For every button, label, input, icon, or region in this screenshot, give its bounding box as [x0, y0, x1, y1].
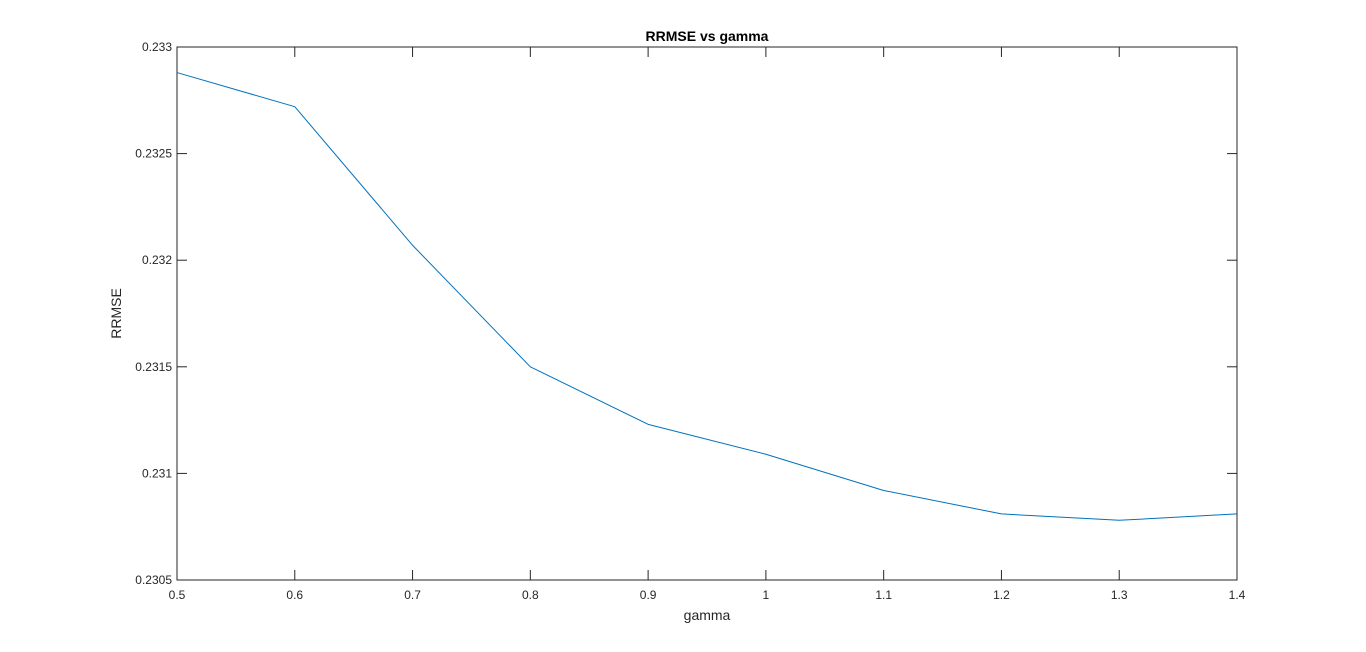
x-tick-label: 0.6 — [286, 588, 303, 602]
plot-area: 0.5 0.6 0.7 0.8 0.9 1 1.1 1.2 1.3 1.4 0.2305 0.231… — [135, 40, 1245, 602]
x-tick-label: 1.3 — [1111, 588, 1128, 602]
y-tick-label: 0.2305 — [135, 573, 172, 587]
y-tick-label: 0.2315 — [135, 360, 172, 374]
data-point — [176, 72, 178, 74]
x-axis-ticks: 0.5 0.6 0.7 0.8 0.9 1 1.1 1.2 1.3 1.4 — [169, 47, 1246, 602]
data-point — [412, 244, 414, 246]
x-tick-label: 1.1 — [875, 588, 892, 602]
data-point — [294, 106, 296, 108]
x-tick-label: 0.5 — [169, 588, 186, 602]
y-tick-label: 0.232 — [142, 253, 172, 267]
y-tick-label: 0.2325 — [135, 147, 172, 161]
chart-title: RRMSE vs gamma — [646, 28, 769, 44]
x-tick-label: 1.4 — [1229, 588, 1246, 602]
series-group — [176, 72, 1238, 521]
x-tick-label: 1.2 — [993, 588, 1010, 602]
x-axis-label: gamma — [684, 607, 731, 623]
x-tick-label: 0.7 — [404, 588, 421, 602]
y-tick-label: 0.231 — [142, 466, 172, 480]
x-tick-label: 0.9 — [640, 588, 657, 602]
data-point — [1236, 513, 1238, 515]
data-point — [647, 424, 649, 426]
y-tick-label: 0.233 — [142, 40, 172, 54]
axes-box — [176, 46, 1238, 581]
y-axis-ticks: 0.2305 0.231 0.2315 0.232 0.2325 0.233 — [135, 40, 1237, 587]
data-point — [530, 366, 532, 368]
x-tick-label: 0.8 — [522, 588, 539, 602]
data-point — [765, 453, 767, 455]
data-point — [1001, 513, 1003, 515]
y-axis-label: RRMSE — [108, 288, 124, 339]
data-point — [1118, 520, 1120, 522]
x-tick-label: 1 — [763, 588, 770, 602]
series-line — [176, 72, 1238, 521]
data-point — [883, 490, 885, 492]
